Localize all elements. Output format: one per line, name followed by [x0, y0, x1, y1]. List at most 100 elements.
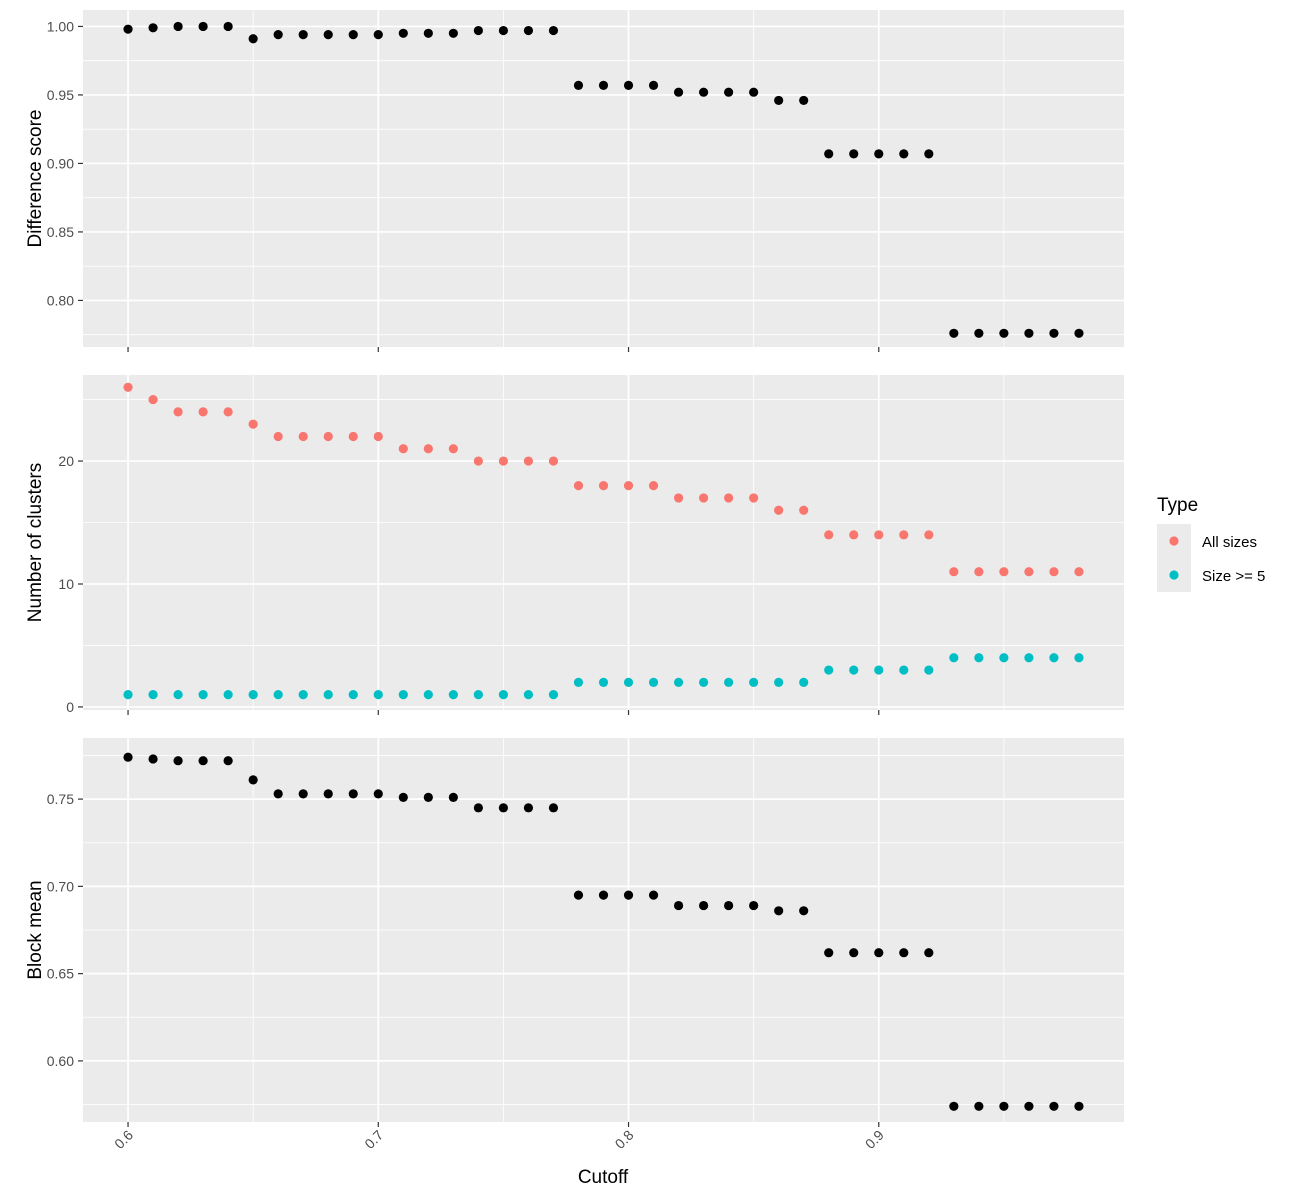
y-tick-label: 0 — [66, 699, 74, 715]
y-tick-label: 20 — [58, 453, 74, 469]
data-point — [173, 756, 183, 766]
panel-2: 0 10 20 Number of clusters — [25, 375, 1124, 715]
legend-title: Type — [1157, 495, 1198, 516]
data-point — [774, 95, 784, 106]
data-point — [323, 431, 333, 442]
data-point — [498, 803, 509, 813]
y-tick-label: 0.75 — [47, 791, 74, 807]
data-point — [849, 530, 859, 540]
data-point — [824, 665, 834, 675]
data-point — [749, 677, 759, 687]
data-point — [523, 456, 534, 466]
data-point — [899, 948, 909, 958]
data-point — [198, 690, 208, 700]
data-point — [623, 481, 634, 491]
data-point — [398, 444, 408, 454]
data-point — [749, 87, 759, 97]
data-point — [949, 328, 959, 338]
data-point — [473, 25, 483, 36]
data-point — [323, 690, 333, 700]
data-point — [999, 653, 1009, 663]
data-point — [698, 900, 709, 911]
y-axis-title: Number of clusters — [25, 463, 46, 622]
data-point — [698, 493, 709, 503]
data-point — [949, 1101, 959, 1111]
data-point — [924, 665, 934, 675]
data-point — [273, 690, 283, 700]
data-point — [874, 149, 884, 159]
data-point — [298, 690, 308, 700]
data-point — [1074, 653, 1084, 663]
data-point — [373, 690, 383, 700]
data-point — [698, 87, 709, 97]
data-point — [1024, 653, 1034, 663]
data-point — [899, 149, 909, 159]
data-point — [448, 28, 458, 38]
data-point — [698, 677, 709, 687]
data-point — [824, 948, 834, 958]
data-point — [899, 665, 909, 675]
y-tick-label: 0.65 — [47, 966, 74, 982]
data-point — [999, 1101, 1009, 1111]
data-point — [123, 752, 133, 762]
data-point — [348, 431, 358, 442]
data-point — [1049, 1101, 1059, 1111]
data-point — [148, 23, 158, 33]
data-point — [648, 80, 659, 90]
data-point — [849, 149, 859, 159]
data-point — [373, 30, 383, 40]
panel-background — [83, 375, 1124, 710]
data-point — [598, 677, 609, 687]
data-point — [523, 690, 534, 700]
data-point — [799, 505, 809, 515]
data-point — [548, 25, 559, 36]
data-point — [148, 754, 158, 764]
data-point — [523, 25, 534, 36]
panels: 0.80 0.85 0.90 0.95 1.00 Difference score 0 10 2… — [25, 10, 1124, 1127]
y-axis-title: Difference score — [25, 110, 46, 248]
y-tick-label: 0.90 — [47, 155, 74, 171]
data-point — [974, 328, 984, 338]
data-point — [1049, 653, 1059, 663]
data-point — [724, 87, 734, 97]
data-point — [924, 149, 934, 159]
data-point — [498, 456, 509, 466]
x-axis: 0.6 0.7 0.8 0.9 — [111, 1127, 887, 1152]
data-point — [974, 653, 984, 663]
data-point — [1074, 328, 1084, 338]
legend-key — [1157, 524, 1191, 558]
x-tick-label: 0.7 — [361, 1127, 386, 1152]
x-tick-label: 0.6 — [111, 1127, 136, 1152]
data-point — [1074, 567, 1084, 577]
data-point — [273, 431, 283, 442]
data-point — [1074, 1101, 1084, 1111]
data-point — [298, 30, 308, 40]
data-point — [173, 21, 183, 32]
panel-background — [83, 10, 1124, 347]
data-point — [298, 789, 308, 799]
data-point — [373, 431, 383, 442]
data-point — [648, 481, 659, 491]
y-tick-label: 10 — [58, 576, 74, 592]
data-point — [673, 493, 684, 503]
data-point — [423, 792, 433, 802]
data-point — [623, 677, 634, 687]
data-point — [623, 80, 634, 90]
data-point — [598, 890, 609, 900]
data-point — [598, 80, 609, 90]
data-point — [949, 653, 959, 663]
data-point — [423, 28, 433, 38]
data-point — [148, 690, 158, 700]
data-point — [999, 328, 1009, 338]
data-point — [348, 690, 358, 700]
data-point — [749, 900, 759, 911]
data-point — [724, 900, 734, 911]
data-point — [623, 890, 634, 900]
data-point — [874, 948, 884, 958]
data-point — [548, 690, 559, 700]
data-point — [298, 431, 308, 442]
data-point — [523, 803, 534, 813]
data-point — [398, 792, 408, 802]
data-point — [273, 30, 283, 40]
data-point — [248, 775, 258, 785]
